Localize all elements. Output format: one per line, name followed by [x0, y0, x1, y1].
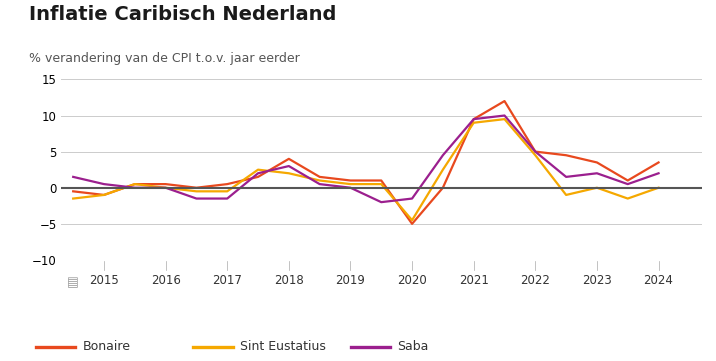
- Text: Inflatie Caribisch Nederland: Inflatie Caribisch Nederland: [29, 5, 336, 25]
- Text: 2018: 2018: [274, 274, 304, 287]
- Text: 2022: 2022: [521, 274, 551, 287]
- Text: 2021: 2021: [459, 274, 488, 287]
- Text: Sint Eustatius: Sint Eustatius: [240, 340, 326, 353]
- Text: % verandering van de CPI t.o.v. jaar eerder: % verandering van de CPI t.o.v. jaar eer…: [29, 52, 299, 65]
- Text: 2020: 2020: [397, 274, 427, 287]
- Text: 2019: 2019: [336, 274, 365, 287]
- Text: 2015: 2015: [89, 274, 119, 287]
- Text: 2023: 2023: [582, 274, 611, 287]
- Text: 2024: 2024: [644, 274, 674, 287]
- Text: 2016: 2016: [150, 274, 180, 287]
- Text: Bonaire: Bonaire: [82, 340, 130, 353]
- Text: ▤: ▤: [67, 277, 79, 290]
- Text: 2017: 2017: [212, 274, 242, 287]
- Text: Saba: Saba: [397, 340, 429, 353]
